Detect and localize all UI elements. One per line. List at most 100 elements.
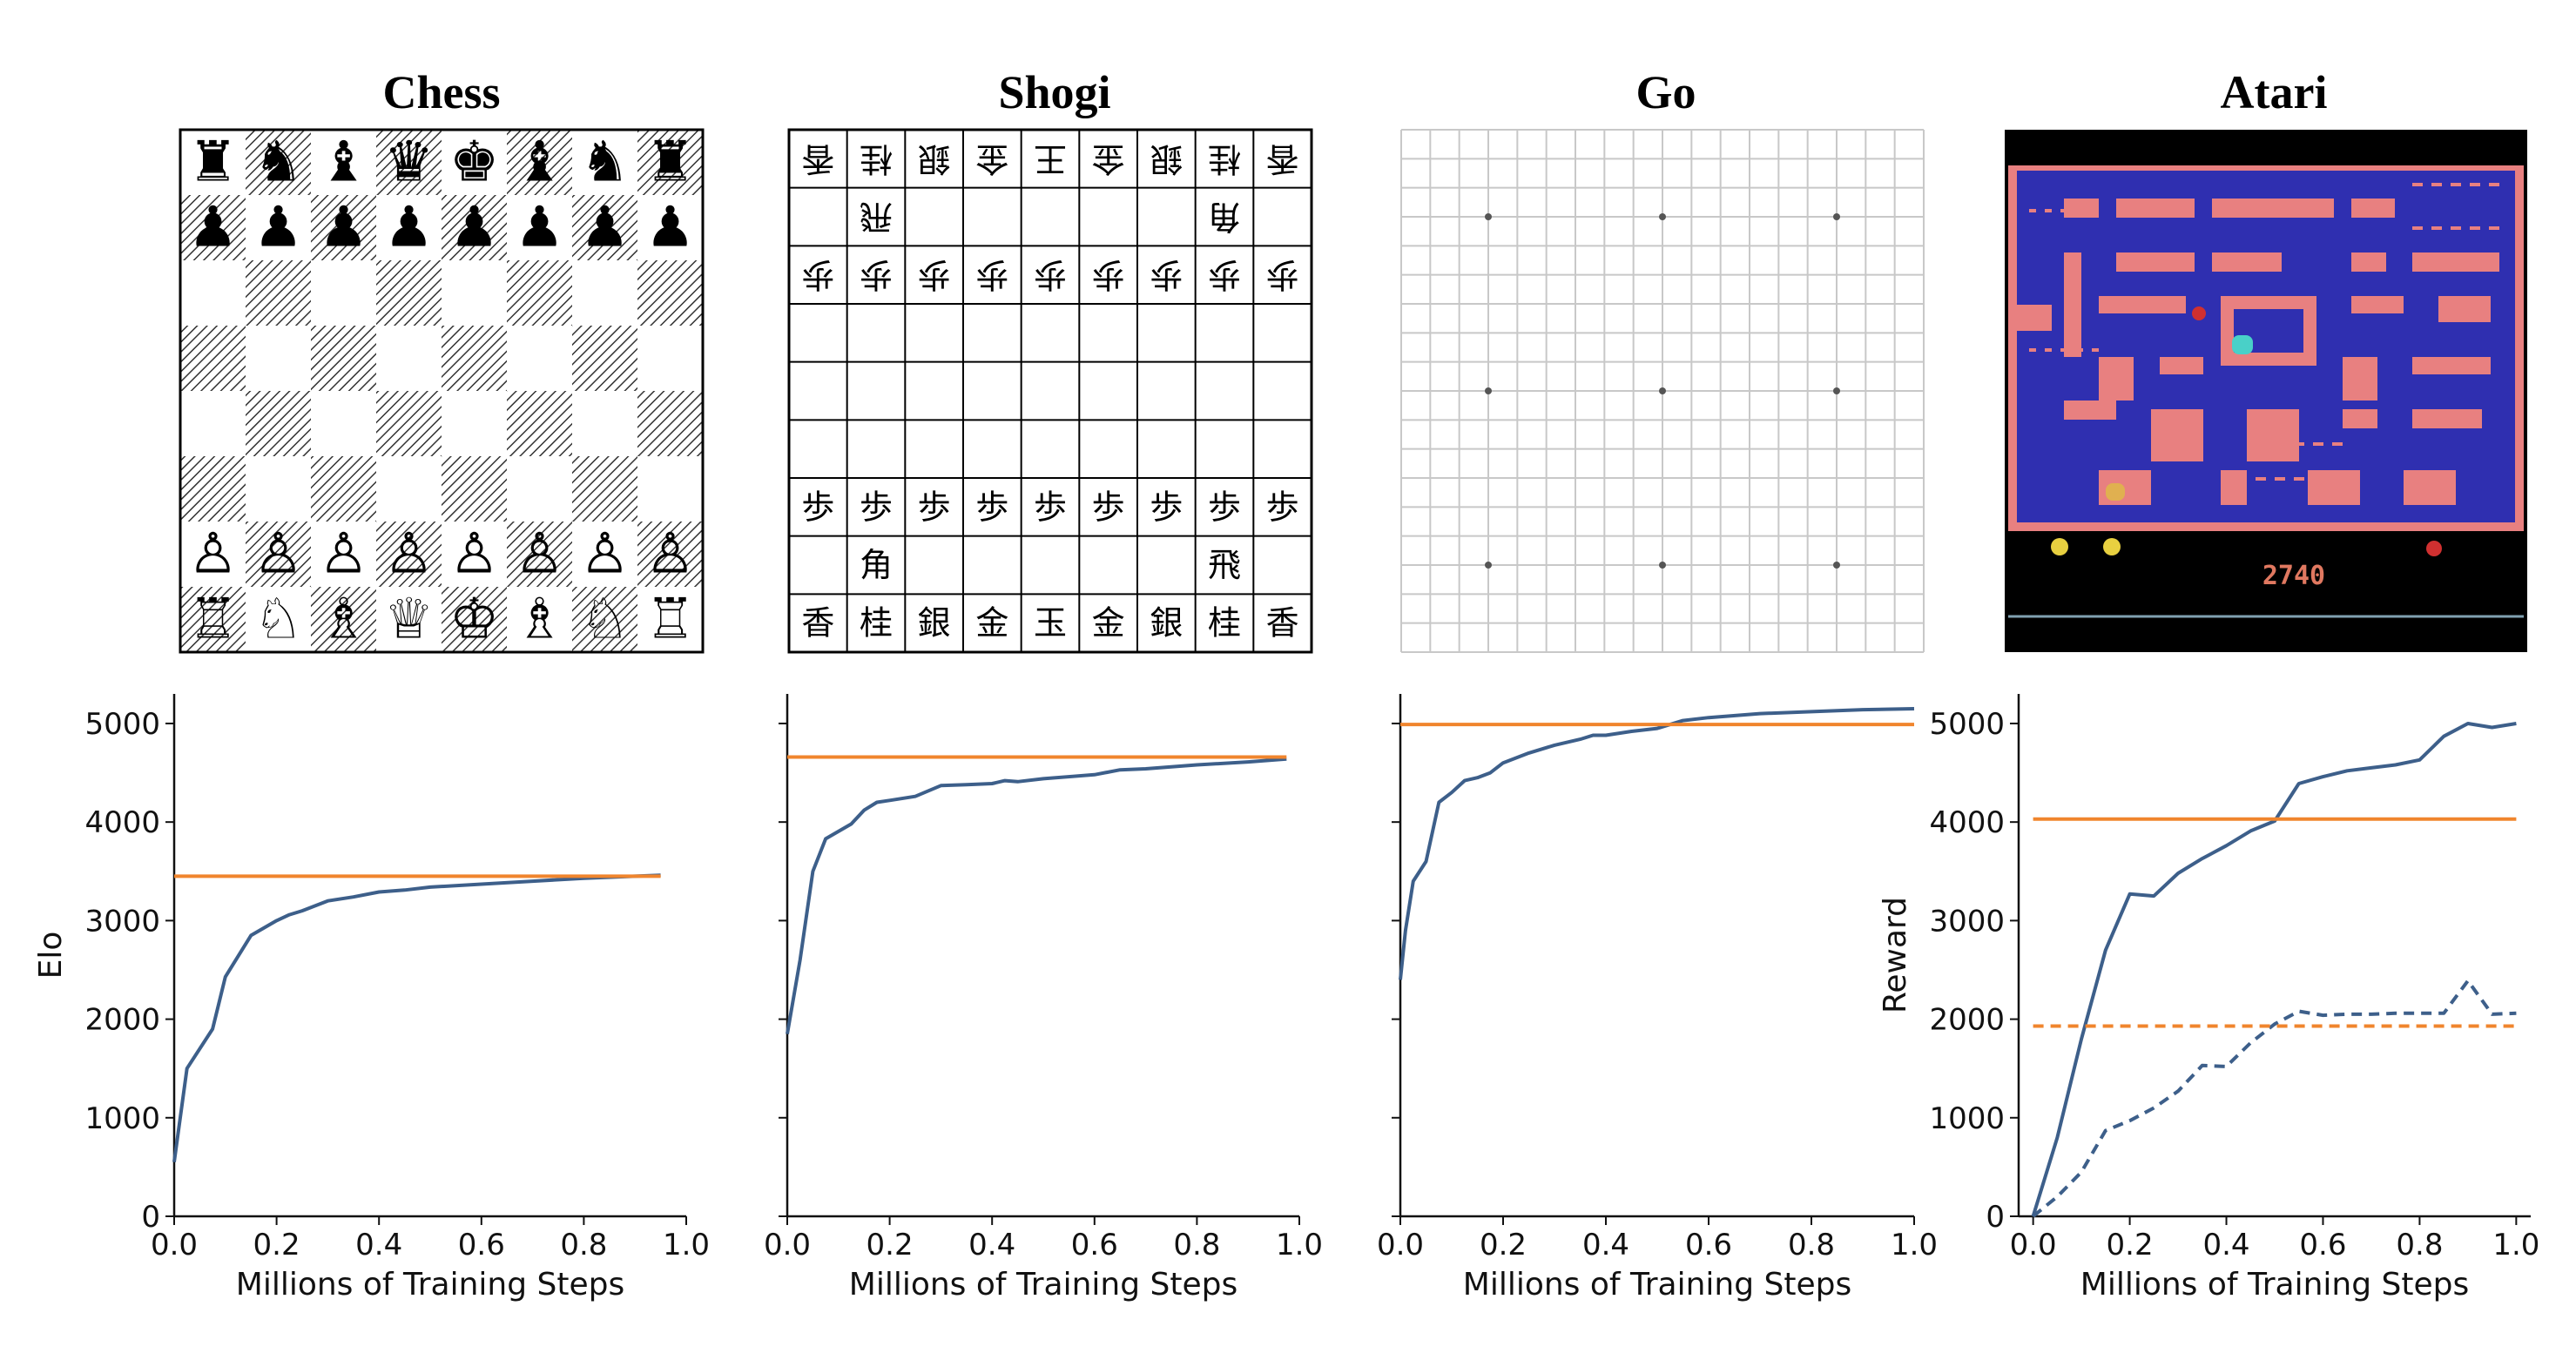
series-line-0 (172, 873, 661, 1162)
chess-piece: ♗ (515, 588, 564, 652)
chess-square (442, 456, 507, 522)
chess-piece: ♞ (580, 131, 630, 195)
go-star-point (1485, 387, 1492, 394)
x-tick-label: 0.4 (355, 1228, 402, 1262)
shogi-piece: 飛 (860, 198, 893, 236)
shogi-elo-chart: 0.0 0.2 0.4 0.6 0.8 1.0 Millions of Training S… (764, 694, 1323, 1303)
shogi-piece: 王 (1034, 139, 1067, 178)
pellet (2076, 209, 2083, 212)
chess-square (311, 522, 376, 587)
maze-block (2099, 357, 2134, 401)
pellet (2451, 183, 2461, 186)
shogi-piece: 玉 (1034, 604, 1067, 643)
chess-piece: ♜ (645, 131, 695, 195)
y-tick-label: 4000 (1929, 805, 2005, 840)
maze-block (2151, 409, 2203, 461)
chess-square (311, 130, 376, 195)
shogi-piece: 歩 (1266, 256, 1299, 294)
chess-piece: ♕ (384, 588, 434, 652)
pellet (2313, 477, 2323, 481)
shogi-piece: 桂 (1208, 604, 1241, 643)
chess-square (572, 326, 637, 391)
life-icon (2051, 538, 2068, 555)
maze-block (2221, 470, 2247, 505)
pellet (2092, 209, 2099, 212)
shogi-piece: 歩 (1208, 256, 1241, 294)
pellet (2332, 477, 2343, 481)
chess-piece: ♘ (253, 588, 303, 652)
y-tick-label: 3000 (1929, 904, 2005, 939)
x-tick-label: 0.0 (151, 1228, 198, 1262)
chess-square (376, 195, 442, 260)
shogi-piece: 香 (801, 139, 834, 178)
go-star-point (1659, 213, 1666, 220)
go-star-point (1833, 562, 1840, 569)
chess-square (442, 130, 507, 195)
go-board (1400, 129, 1925, 653)
chess-square (572, 587, 637, 652)
pellet (2092, 348, 2099, 352)
chess-square (442, 522, 507, 587)
chess-square (246, 130, 311, 195)
maze-block (2412, 409, 2482, 428)
chess-square (637, 456, 703, 522)
chess-square (507, 326, 572, 391)
chess-board: ♜ ♞ ♝ ♛ ♚ ♝ ♞ ♜♟ ♟ ♟ ♟ ♟ ♟ ♟ ♟♙ ♙ ♙ ♙ ♙ ♙ ♙ ♙♖ ♘ ♗ ♕ ♔ ♗ ♘ ♖ (179, 128, 705, 654)
shogi-piece: 歩 (918, 488, 951, 526)
chess-square (442, 326, 507, 391)
y-tick-label: 0 (1986, 1200, 2005, 1235)
chess-piece: ♟ (319, 196, 368, 260)
pellet (2489, 226, 2499, 230)
pellet (2470, 183, 2480, 186)
chess-piece: ♜ (188, 131, 238, 195)
shogi-piece: 歩 (1266, 488, 1299, 526)
maze-block (2017, 305, 2052, 331)
chess-square (442, 587, 507, 652)
chess-piece: ♙ (449, 522, 499, 587)
shogi-piece: 銀 (1150, 604, 1183, 643)
shogi-piece: 金 (975, 139, 1008, 178)
chess-square (507, 260, 572, 326)
chess-piece: ♔ (449, 588, 499, 652)
x-tick-label: 1.0 (2492, 1228, 2539, 1262)
maze-block (2351, 296, 2404, 313)
pellet (2294, 442, 2304, 446)
panel-title-shogi: Shogi (998, 66, 1110, 118)
shogi-border (787, 128, 1313, 654)
chess-square (311, 391, 376, 456)
chess-square (572, 260, 637, 326)
maze-block (2351, 199, 2395, 218)
shogi-piece: 歩 (975, 256, 1008, 294)
shogi-piece: 歩 (1150, 488, 1183, 526)
chess-square (637, 522, 703, 587)
x-axis-label: Millions of Training Steps (2080, 1267, 2469, 1303)
maze-block (2116, 252, 2195, 272)
y-axis-label: Elo (33, 932, 69, 979)
chess-square (637, 195, 703, 260)
chess-square (637, 260, 703, 326)
shogi-piece: 歩 (1208, 488, 1241, 526)
x-tick-label: 0.6 (1071, 1228, 1118, 1262)
chess-square (572, 522, 637, 587)
shogi-piece: 歩 (860, 488, 893, 526)
chess-piece: ♙ (253, 522, 303, 587)
chess-piece: ♟ (384, 196, 434, 260)
go-star-point (1659, 562, 1666, 569)
shogi-piece: 銀 (918, 139, 951, 178)
shogi-piece: 歩 (801, 488, 834, 526)
cherry-icon (2192, 306, 2206, 320)
maze-block (2212, 199, 2334, 218)
chess-piece: ♙ (515, 522, 564, 587)
shogi-piece: 香 (801, 604, 834, 643)
shogi-piece: 飛 (1208, 546, 1241, 584)
chess-square (637, 587, 703, 652)
shogi-piece: 歩 (860, 256, 893, 294)
pellet (2489, 183, 2499, 186)
chess-square (507, 130, 572, 195)
pellet (2431, 183, 2442, 186)
go-star-point (1833, 213, 1840, 220)
chess-square (507, 522, 572, 587)
chess-piece: ♛ (384, 131, 434, 195)
pellet (2029, 209, 2036, 212)
